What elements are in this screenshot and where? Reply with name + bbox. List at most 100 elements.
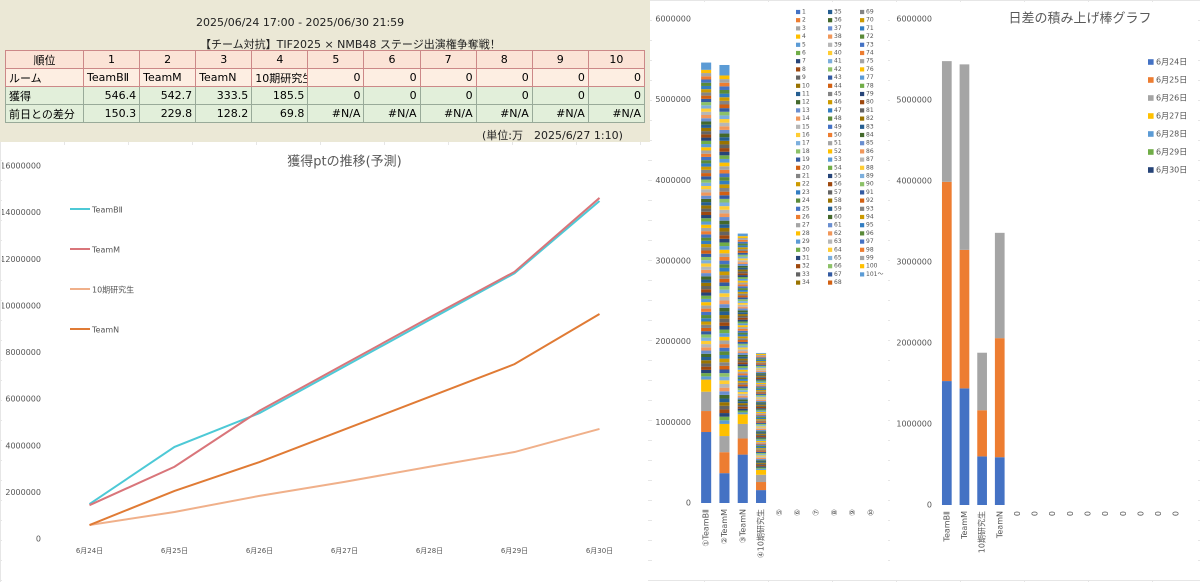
bar-segment — [756, 409, 767, 411]
legend-label: 41 — [834, 58, 842, 65]
legend-label: 9 — [802, 74, 806, 81]
table-cell: 0 — [363, 86, 421, 105]
bar-segment — [737, 258, 748, 261]
table-cell: #N/A — [419, 104, 477, 123]
bar-segment — [756, 413, 767, 415]
bar-segment — [756, 403, 767, 405]
bar-segment — [756, 399, 767, 401]
legend-swatch — [828, 272, 833, 277]
x-tick-label: 0 — [1136, 511, 1145, 516]
bar-segment — [737, 245, 748, 248]
bar-segment — [756, 357, 767, 359]
bar-segment — [719, 436, 730, 453]
y-tick-label: 8000000 — [5, 348, 41, 357]
bar-segment — [701, 292, 712, 296]
bar-segment — [719, 238, 730, 243]
bar-segment — [737, 336, 748, 339]
legend-label: 33 — [802, 271, 810, 278]
bar-segment — [719, 286, 730, 290]
legend-label: 22 — [802, 181, 810, 188]
bar-segment — [756, 377, 767, 380]
legend-swatch — [796, 239, 801, 244]
table-cell: 0 — [587, 68, 646, 87]
bar-segment — [719, 354, 730, 359]
x-tick-label: 6月24日 — [76, 547, 103, 555]
legend-label: 2 — [802, 17, 806, 24]
table-cell: TeamBⅡ — [82, 68, 141, 87]
legend-label: 73 — [866, 41, 874, 48]
legend-label: 78 — [866, 82, 874, 89]
bar-segment — [737, 239, 748, 242]
legend-swatch — [860, 165, 865, 170]
legend-swatch — [1148, 95, 1154, 101]
legend-swatch — [860, 100, 865, 105]
legend-swatch — [860, 124, 865, 129]
legend-swatch — [1148, 113, 1154, 119]
bar-segment — [701, 105, 712, 109]
bar-segment — [701, 137, 712, 141]
legend-label: 11 — [802, 91, 810, 98]
bar-segment — [756, 445, 767, 447]
bar-segment — [719, 300, 730, 305]
legend-swatch — [828, 83, 833, 88]
legend-label: 93 — [866, 205, 874, 212]
bar-segment — [756, 370, 767, 372]
legend-swatch — [860, 173, 865, 179]
table-cell: 0 — [475, 86, 533, 105]
legend-swatch — [796, 173, 801, 179]
bar-segment — [701, 215, 712, 219]
bar-segment — [701, 140, 712, 145]
bar-segment — [756, 452, 767, 455]
note: (単位:万 2025/6/27 1:10) — [482, 129, 623, 142]
bar-segment — [701, 221, 712, 225]
legend-swatch — [796, 100, 801, 105]
bar-segment — [756, 384, 767, 386]
bar-segment — [701, 256, 712, 261]
legend-swatch — [796, 132, 801, 138]
bar-segment — [737, 312, 748, 315]
stacked-chart: 0 1000000 2000000 3000000 4000000 5000000 6000… — [652, 2, 888, 580]
bar-segment — [737, 260, 748, 263]
bar-segment — [719, 173, 730, 178]
legend-label: 1 — [802, 9, 806, 16]
bar-segment — [701, 273, 712, 277]
legend-label: 87 — [866, 156, 874, 163]
legend-label: 99 — [866, 255, 874, 262]
bar-segment — [719, 202, 730, 207]
legend-label: 6 — [802, 50, 806, 57]
legend-label: 39 — [834, 41, 842, 48]
bar-segment — [701, 102, 712, 106]
x-tick-label: ⑨ — [848, 509, 857, 516]
bar-segment — [719, 206, 730, 210]
legend-swatch — [828, 231, 833, 236]
bar-segment — [701, 95, 712, 99]
bar-segment — [719, 133, 730, 138]
bar-segment — [737, 392, 748, 394]
bar-segment — [719, 347, 730, 352]
table-cell: 0 — [419, 68, 477, 87]
bar-segment — [701, 98, 712, 103]
legend-label: 91 — [866, 189, 874, 196]
legend-swatch — [828, 239, 833, 244]
legend-swatch — [828, 91, 833, 97]
bar-segment — [719, 307, 730, 312]
bar-segment — [756, 400, 767, 403]
bar-segment — [756, 358, 767, 360]
bar-segment — [719, 100, 730, 105]
bar-segment — [737, 299, 748, 302]
legend-swatch — [828, 42, 833, 47]
table-cell: 9 — [531, 50, 589, 69]
bar-segment — [756, 416, 767, 418]
y-tick-label: 5000000 — [896, 96, 932, 105]
legend-label: 31 — [802, 255, 810, 262]
legend-label: 6月28日 — [1156, 130, 1187, 139]
legend-label: 14 — [802, 115, 810, 122]
bar-segment — [756, 442, 767, 444]
bar-segment — [737, 325, 748, 328]
table-cell: 0 — [307, 68, 365, 87]
legend-swatch — [860, 214, 865, 220]
bar-segment — [756, 437, 767, 439]
legend-label: 88 — [866, 164, 874, 171]
legend-swatch — [828, 59, 833, 64]
bar-segment — [737, 340, 748, 342]
